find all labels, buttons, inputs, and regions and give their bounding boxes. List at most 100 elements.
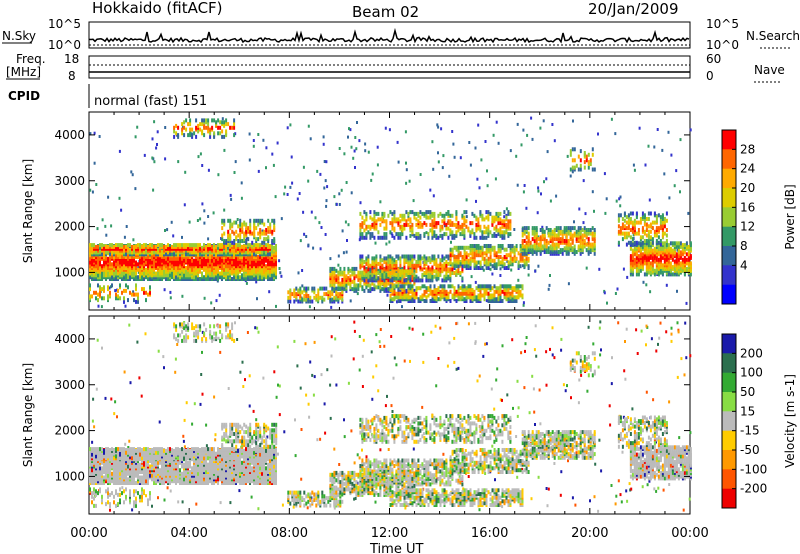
echo-cell: [661, 263, 664, 268]
echo-cell: [535, 240, 538, 245]
echo-cell: [291, 181, 294, 185]
echo-cell: [273, 245, 275, 250]
echo-cell: [271, 244, 273, 248]
echo-cell: [408, 179, 411, 183]
echo-cell: [157, 243, 159, 248]
echo-cell: [663, 241, 666, 246]
echo-cell: [427, 286, 430, 291]
echo-cell: [459, 271, 462, 275]
echo-cell: [573, 231, 576, 236]
echo-cell: [530, 116, 533, 120]
echo-cell: [477, 123, 480, 127]
echo-cell: [153, 250, 155, 255]
echo-cell: [127, 248, 129, 253]
echo-cell: [665, 248, 668, 253]
echo-cell: [181, 122, 184, 127]
echo-cell: [617, 229, 620, 234]
echo-cell: [377, 235, 380, 240]
echo-cell: [299, 239, 302, 243]
echo-cell: [437, 267, 440, 272]
echo-cell: [635, 220, 638, 225]
echo-cell: [489, 284, 492, 289]
echo-cell: [109, 262, 111, 267]
echo-cell: [547, 233, 550, 238]
echo-cell: [247, 248, 249, 253]
echo-cell: [381, 287, 384, 292]
echo-cell: [307, 179, 310, 183]
echo-cell: [265, 166, 267, 170]
echo-cell: [375, 254, 378, 259]
echo-cell: [621, 222, 624, 227]
echo-cell: [381, 281, 384, 286]
echo-cell: [349, 268, 352, 273]
echo-cell: [381, 211, 384, 216]
echo-cell: [668, 196, 671, 200]
echo-cell: [407, 279, 410, 284]
echo-cell: [253, 218, 256, 223]
echo-cell: [677, 248, 680, 253]
echo-cell: [263, 229, 266, 234]
echo-cell: [515, 295, 518, 300]
echo-cell: [525, 206, 528, 210]
echo-cell: [459, 286, 462, 291]
echo-cell: [465, 198, 468, 202]
echo-cell: [387, 258, 390, 263]
echo-cell: [637, 241, 640, 246]
echo-cell: [439, 272, 442, 277]
echo-cell: [522, 301, 525, 305]
echo-cell: [415, 274, 418, 279]
echo-cell: [659, 268, 662, 273]
echo-cell: [585, 266, 588, 270]
echo-cell: [411, 284, 414, 289]
echo-cell: [657, 257, 660, 262]
echo-cell: [361, 254, 364, 259]
echo-cell: [421, 278, 424, 283]
echo-cell: [329, 272, 332, 277]
echo-cell: [515, 247, 518, 252]
echo-cell: [365, 224, 368, 229]
echo-cell: [213, 243, 215, 248]
echo-cell: [536, 211, 539, 215]
echo-cell: [653, 233, 656, 238]
echo-cell: [548, 283, 551, 287]
echo-cell: [239, 243, 241, 248]
echo-cell: [673, 184, 676, 188]
echo-cell: [137, 266, 140, 270]
echo-cell: [423, 258, 426, 263]
echo-cell: [465, 215, 468, 219]
echo-cell: [261, 267, 263, 272]
echo-cell: [537, 242, 540, 247]
echo-cell: [209, 127, 212, 132]
echo-cell: [527, 273, 530, 277]
echo-cell: [379, 254, 382, 259]
echo-cell: [229, 125, 232, 130]
echo-cell: [385, 242, 388, 246]
echo-cell: [283, 192, 286, 196]
echo-cell: [173, 271, 175, 276]
echo-cell: [227, 122, 230, 127]
echo-cell: [516, 122, 519, 126]
echo-cell: [196, 219, 199, 222]
echo-cell: [641, 252, 644, 257]
echo-cell: [379, 235, 382, 240]
echo-cell: [520, 143, 523, 147]
echo-cell: [621, 226, 624, 231]
echo-cell: [125, 244, 127, 249]
echo-cell: [505, 253, 508, 258]
echo-cell: [188, 220, 191, 224]
echo-cell: [335, 286, 338, 291]
echo-cell: [669, 241, 672, 246]
echo-cell: [371, 222, 374, 227]
echo-cell: [299, 294, 302, 298]
echo-cell: [351, 287, 354, 292]
echo-cell: [259, 269, 261, 274]
echo-cell: [627, 231, 630, 236]
echo-cell: [247, 237, 250, 242]
echo-cell: [95, 250, 97, 255]
echo-cell: [193, 275, 195, 280]
echo-cell: [635, 240, 638, 245]
echo-cell: [287, 295, 290, 300]
echo-cell: [389, 258, 392, 263]
echo-cell: [665, 254, 668, 259]
echo-cell: [387, 287, 390, 292]
